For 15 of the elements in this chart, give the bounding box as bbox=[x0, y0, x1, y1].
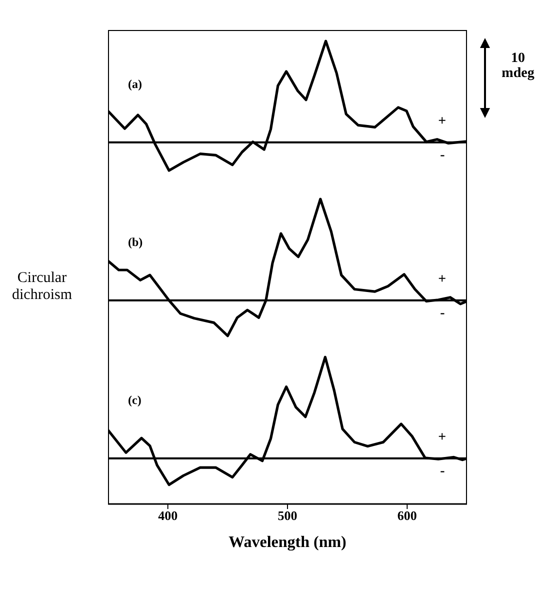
annotation: - bbox=[440, 306, 445, 322]
annotation: + bbox=[438, 430, 446, 446]
annotation: - bbox=[440, 148, 445, 164]
annotation: (b) bbox=[128, 235, 143, 250]
x-tick-label: 600 bbox=[397, 508, 417, 524]
annotation: (a) bbox=[128, 77, 142, 92]
x-tick-label: 400 bbox=[158, 508, 178, 524]
y-axis-title: Circular dichroism bbox=[11, 270, 73, 304]
x-axis-title: Wavelength (nm) bbox=[228, 534, 348, 552]
annotation: + bbox=[438, 114, 446, 130]
annotation: (c) bbox=[128, 393, 142, 408]
annotation: + bbox=[438, 272, 446, 288]
annotation: - bbox=[440, 464, 445, 480]
text: 10 mdeg bbox=[500, 51, 535, 81]
x-tick-label: 500 bbox=[278, 508, 298, 524]
